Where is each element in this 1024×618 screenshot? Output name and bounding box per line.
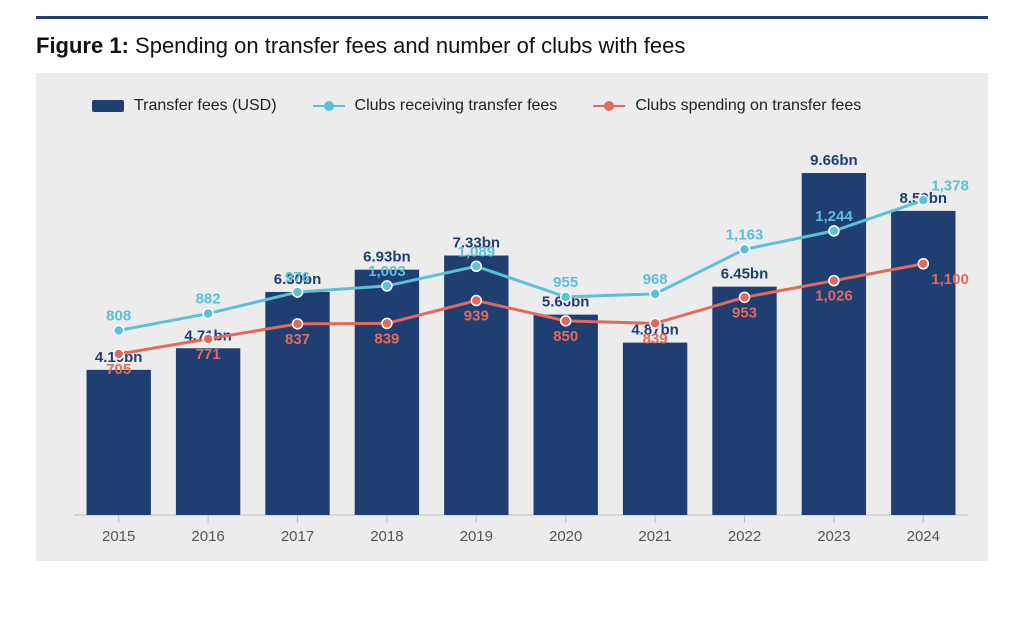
clubs-spending-value-label: 705 <box>106 361 131 378</box>
clubs-spending-value-label: 850 <box>553 328 578 345</box>
clubs-spending-marker <box>293 319 303 329</box>
clubs-receiving-marker <box>203 309 213 319</box>
x-category-label: 2021 <box>638 528 671 545</box>
clubs-receiving-value-label: 968 <box>643 271 668 288</box>
legend-line2-label: Clubs spending on transfer fees <box>635 97 861 115</box>
x-category-label: 2024 <box>907 528 940 545</box>
clubs-receiving-value-label: 1,089 <box>458 243 496 260</box>
clubs-receiving-value-label: 976 <box>285 269 310 286</box>
clubs-receiving-value-label: 882 <box>196 291 221 308</box>
chart-legend: Transfer fees (USD) Clubs receiving tran… <box>36 73 988 121</box>
clubs-spending-marker <box>650 318 660 328</box>
clubs-receiving-marker <box>740 244 750 254</box>
clubs-receiving-value-label: 808 <box>106 307 131 324</box>
legend-line1-swatch <box>313 105 345 107</box>
clubs-receiving-marker <box>650 289 660 299</box>
figure-label: Figure 1: <box>36 33 129 58</box>
legend-bars: Transfer fees (USD) <box>92 97 277 115</box>
figure-title: Figure 1: Spending on transfer fees and … <box>36 33 988 59</box>
clubs-receiving-value-label: 1,163 <box>726 226 764 243</box>
figure-title-text: Spending on transfer fees and number of … <box>135 33 685 58</box>
clubs-receiving-value-label: 1,378 <box>931 177 969 194</box>
clubs-spending-value-label: 1,100 <box>931 271 969 288</box>
clubs-receiving-marker <box>114 325 124 335</box>
clubs-spending-value-label: 839 <box>643 330 668 347</box>
x-category-label: 2017 <box>281 528 314 545</box>
bar-value-label: 6.45bn <box>721 266 769 283</box>
chart-panel: Transfer fees (USD) Clubs receiving tran… <box>36 73 988 561</box>
legend-line2-swatch <box>593 105 625 107</box>
clubs-receiving-marker <box>918 195 928 205</box>
clubs-spending-value-label: 771 <box>196 346 221 363</box>
clubs-spending-value-label: 839 <box>374 330 399 347</box>
clubs-spending-value-label: 953 <box>732 304 757 321</box>
clubs-spending-marker <box>203 334 213 344</box>
clubs-receiving-value-label: 1,244 <box>815 208 853 225</box>
clubs-receiving-marker <box>471 261 481 271</box>
clubs-spending-marker <box>382 318 392 328</box>
bar <box>444 256 508 515</box>
top-rule <box>36 16 988 19</box>
clubs-receiving-marker <box>829 226 839 236</box>
clubs-spending-value-label: 939 <box>464 308 489 325</box>
legend-bars-label: Transfer fees (USD) <box>134 97 277 115</box>
clubs-receiving-marker <box>561 292 571 302</box>
clubs-spending-marker <box>561 316 571 326</box>
x-category-label: 2023 <box>817 528 850 545</box>
legend-line-spending: Clubs spending on transfer fees <box>593 97 861 115</box>
clubs-receiving-marker <box>293 287 303 297</box>
x-category-label: 2018 <box>370 528 403 545</box>
clubs-spending-marker <box>114 349 124 359</box>
legend-bar-swatch <box>92 100 124 112</box>
bar <box>623 343 687 515</box>
bar-value-label: 9.66bn <box>810 152 858 169</box>
clubs-spending-value-label: 837 <box>285 331 310 348</box>
bar <box>355 270 419 515</box>
x-category-label: 2016 <box>191 528 224 545</box>
legend-line1-label: Clubs receiving transfer fees <box>355 97 558 115</box>
bar <box>176 348 240 515</box>
clubs-spending-marker <box>740 292 750 302</box>
clubs-spending-value-label: 1,026 <box>815 288 853 305</box>
legend-line-receiving: Clubs receiving transfer fees <box>313 97 558 115</box>
clubs-spending-marker <box>471 296 481 306</box>
bar <box>891 211 955 515</box>
clubs-receiving-marker <box>382 281 392 291</box>
clubs-receiving-value-label: 1,003 <box>368 263 406 280</box>
clubs-spending-marker <box>918 259 928 269</box>
x-category-label: 2019 <box>460 528 493 545</box>
clubs-receiving-value-label: 955 <box>553 274 578 291</box>
bar <box>87 370 151 515</box>
x-category-label: 2022 <box>728 528 761 545</box>
clubs-spending-marker <box>829 276 839 286</box>
x-category-label: 2015 <box>102 528 135 545</box>
x-category-label: 2020 <box>549 528 582 545</box>
combo-chart: 4.10bn20154.71bn20166.30bn20176.93bn2018… <box>36 121 988 561</box>
